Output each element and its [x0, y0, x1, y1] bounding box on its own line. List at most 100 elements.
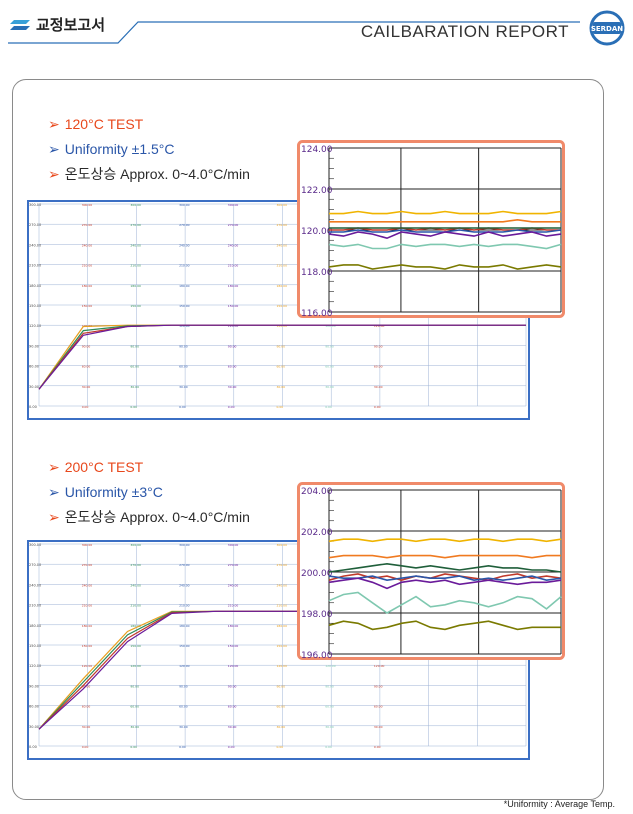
channel-scale-label: 270.00 — [179, 563, 190, 567]
y-tick-label: 120.00 — [29, 324, 41, 328]
channel-scale-label: 300.00 — [179, 203, 190, 207]
channel-scale-label: 180.00 — [228, 624, 239, 628]
channel-scale-label: 270.00 — [228, 563, 239, 567]
channel-scale-label: 240.00 — [228, 583, 239, 587]
channel-scale-label: 240.00 — [228, 243, 239, 247]
chart-120c-zoom: 124.00 122.00 120.00 118.00 116.00 — [297, 140, 565, 318]
channel-scale-label: 60.00 — [82, 365, 91, 369]
channel-scale-label: 120.00 — [325, 664, 336, 668]
zoom-frame — [297, 140, 565, 318]
channel-scale-label: 270.00 — [130, 563, 141, 567]
y-tick-label: 0.00 — [29, 745, 37, 749]
channel-scale-label: 240.00 — [179, 243, 190, 247]
channel-scale-label: 180.00 — [277, 284, 288, 288]
channel-scale-label: 60.00 — [130, 705, 139, 709]
channel-scale-label: 150.00 — [228, 644, 239, 648]
channel-scale-label: 0.00 — [325, 405, 332, 409]
channel-scale-label: 210.00 — [130, 264, 141, 268]
y-tick-label: 60.00 — [29, 365, 39, 369]
channel-scale-label: 150.00 — [228, 304, 239, 308]
zoom-series-line-0 — [329, 210, 562, 215]
y-tick-label: 60.00 — [29, 705, 39, 709]
y-tick-label: 300.00 — [29, 543, 41, 547]
channel-scale-label: 30.00 — [374, 725, 383, 729]
channel-scale-label: 240.00 — [277, 583, 288, 587]
channel-scale-label: 120.00 — [325, 324, 336, 328]
channel-scale-label: 90.00 — [228, 684, 237, 688]
zoom-series-line-1 — [329, 218, 561, 223]
channel-scale-label: 0.00 — [179, 405, 186, 409]
channel-scale-label: 270.00 — [130, 223, 141, 227]
series-line-3 — [38, 324, 526, 390]
section-2-bullets: ➢ 200°C TEST ➢ Uniformity ±3°C ➢ 온도상승 Appro… — [48, 455, 250, 530]
channel-scale-label: 90.00 — [374, 344, 383, 348]
y-tick-label: 124.00 — [301, 145, 333, 155]
report-title-english: CAILBARATION REPORT — [360, 22, 569, 41]
channel-scale-label: 90.00 — [130, 684, 139, 688]
y-tick-label: 180.00 — [29, 284, 41, 288]
channel-scale-label: 0.00 — [130, 745, 137, 749]
channel-scale-label: 180.00 — [179, 284, 190, 288]
channel-scale-label: 210.00 — [179, 264, 190, 268]
y-tick-label: 210.00 — [29, 604, 41, 608]
logo-text: SERDAN — [591, 25, 623, 33]
zoom-series-line-5 — [328, 577, 562, 590]
channel-scale-label: 120.00 — [277, 664, 288, 668]
channel-scale-label: 270.00 — [82, 223, 93, 227]
channel-scale-label: 120.00 — [374, 664, 385, 668]
y-tick-label: 270.00 — [29, 563, 41, 567]
ramp-label-2: ➢ 온도상승 Approx. 0~4.0°C/min — [48, 509, 250, 525]
channel-scale-label: 0.00 — [130, 405, 137, 409]
zoom-series-line-5 — [328, 231, 562, 240]
channel-scale-label: 240.00 — [130, 243, 141, 247]
channel-scale-label: 0.00 — [374, 405, 381, 409]
channel-scale-label: 300.00 — [277, 203, 288, 207]
channel-scale-label: 180.00 — [130, 624, 141, 628]
y-tick-label: 0.00 — [29, 405, 37, 409]
test-label-1: ➢ 120°C TEST — [48, 116, 144, 132]
header-divider — [8, 21, 580, 44]
y-tick-label: 122.00 — [301, 186, 333, 196]
content-frame — [12, 79, 604, 800]
channel-scale-label: 30.00 — [228, 385, 237, 389]
channel-scale-label: 90.00 — [228, 344, 237, 348]
channel-scale-label: 120.00 — [374, 324, 385, 328]
channel-scale-label: 30.00 — [277, 385, 286, 389]
channel-scale-label: 90.00 — [82, 344, 91, 348]
ramp-label-1: ➢ 온도상승 Approx. 0~4.0°C/min — [48, 166, 250, 182]
y-tick-label: 118.00 — [301, 268, 333, 278]
channel-scale-label: 150.00 — [130, 644, 141, 648]
channel-scale-label: 270.00 — [277, 223, 288, 227]
channel-scale-label: 60.00 — [374, 705, 383, 709]
channel-scale-label: 30.00 — [374, 385, 383, 389]
channel-scale-label: 300.00 — [82, 203, 93, 207]
channel-scale-label: 150.00 — [277, 644, 288, 648]
channel-scale-label: 60.00 — [325, 365, 334, 369]
y-tick-label: 180.00 — [29, 624, 41, 628]
channel-scale-label: 120.00 — [228, 324, 239, 328]
channel-scale-label: 90.00 — [374, 684, 383, 688]
channel-scale-label: 30.00 — [277, 725, 286, 729]
channel-scale-label: 30.00 — [325, 385, 334, 389]
channel-scale-label: 60.00 — [179, 365, 188, 369]
y-tick-label: 202.00 — [301, 528, 333, 538]
channel-scale-label: 210.00 — [228, 264, 239, 268]
zoom-series-line-2 — [329, 227, 561, 231]
channel-scale-label: 210.00 — [277, 604, 288, 608]
channel-scale-label: 60.00 — [374, 365, 383, 369]
channel-scale-label: 30.00 — [82, 725, 91, 729]
channel-scale-label: 240.00 — [82, 583, 93, 587]
channel-scale-label: 240.00 — [130, 583, 141, 587]
channel-scale-label: 120.00 — [130, 664, 141, 668]
channel-scale-label: 150.00 — [82, 644, 93, 648]
channel-scale-label: 90.00 — [277, 344, 286, 348]
channel-scale-label: 180.00 — [277, 624, 288, 628]
y-tick-label: 196.00 — [301, 651, 333, 660]
channel-scale-label: 120.00 — [179, 664, 190, 668]
channel-scale-label: 0.00 — [82, 745, 89, 749]
zoom-series-line-0 — [328, 538, 562, 543]
channel-scale-label: 60.00 — [179, 705, 188, 709]
y-tick-label: 120.00 — [301, 227, 333, 237]
test-label-2: ➢ 200°C TEST — [48, 459, 144, 475]
channel-scale-label: 90.00 — [325, 344, 334, 348]
